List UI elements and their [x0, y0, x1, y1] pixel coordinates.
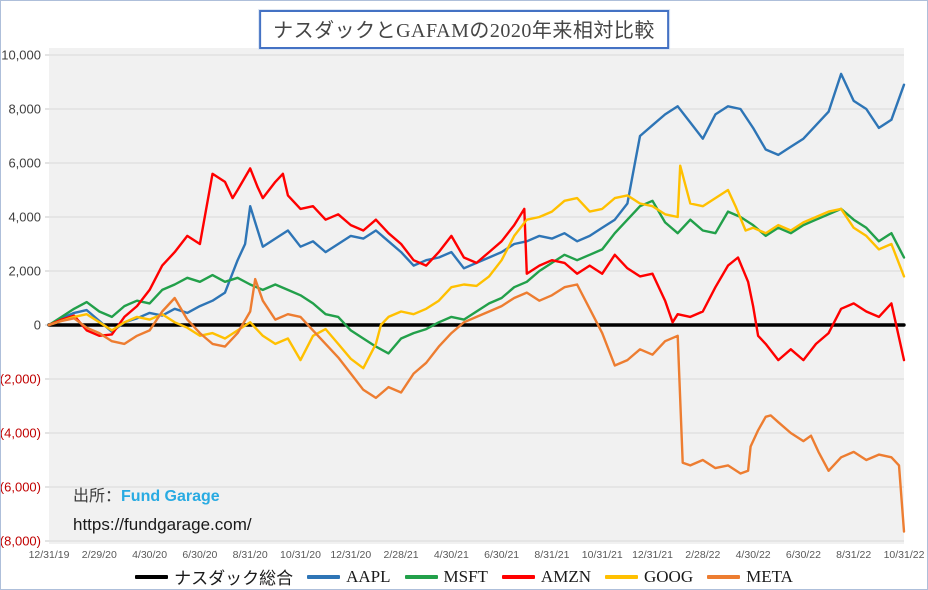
x-tick-label: 8/31/21 — [534, 549, 569, 561]
legend-item-meta: META — [707, 567, 793, 587]
y-tick-label: 6,000 — [8, 156, 41, 171]
x-tick-label: 2/28/22 — [685, 549, 720, 561]
x-tick-label: 12/31/19 — [29, 549, 70, 561]
y-tick-label: 8,000 — [8, 102, 41, 117]
x-tick-label: 2/29/20 — [82, 549, 117, 561]
legend-label-meta: META — [746, 566, 793, 586]
source-annotation: 出所：Fund Garage https://fundgarage.com/ — [73, 482, 252, 535]
x-tick-label: 8/31/22 — [836, 549, 871, 561]
y-tick-label: 2,000 — [8, 264, 41, 279]
legend-swatch-goog — [604, 574, 638, 579]
source-prefix-label: 出所： — [73, 488, 122, 505]
chart-legend: ナスダック総合 AAPL MSFT AMZN GOOG META — [1, 564, 927, 589]
x-tick-label: 4/30/21 — [434, 549, 469, 561]
legend-label-nasdaq: ナスダック総合 — [174, 569, 294, 588]
y-tick-label: (6,000) — [1, 480, 41, 495]
legend-swatch-aapl — [307, 574, 341, 579]
y-tick-label: 0 — [34, 318, 41, 333]
plot-background — [49, 48, 904, 544]
series-line-amzn — [47, 167, 906, 362]
x-tick-label: 4/30/22 — [736, 549, 771, 561]
legend-swatch-msft — [404, 574, 438, 579]
legend-label-aapl: AAPL — [346, 566, 391, 586]
y-tick-label: (4,000) — [1, 426, 41, 441]
source-name-label: Fund Garage — [121, 488, 220, 505]
x-tick-label: 6/30/20 — [182, 549, 217, 561]
x-tick-label: 10/31/20 — [280, 549, 321, 561]
legend-item-nasdaq: ナスダック総合 — [135, 564, 293, 589]
legend-swatch-meta — [707, 574, 741, 579]
legend-item-amzn: AMZN — [501, 566, 591, 587]
x-tick-label: 10/31/21 — [582, 549, 623, 561]
y-axis-labels: 10,000 8,000 6,000 4,000 2,000 0 (2,000) (4,000… — [1, 48, 41, 549]
chart-title: ナスダックとGAFAMの2020年来相対比較 — [273, 20, 655, 42]
legend-label-amzn: AMZN — [540, 566, 591, 586]
y-tick-label: 4,000 — [8, 210, 41, 225]
x-tick-label: 6/30/22 — [786, 549, 821, 561]
legend-item-goog: GOOG — [604, 566, 694, 587]
series-line-meta — [47, 277, 906, 533]
x-tick-label: 4/30/20 — [132, 549, 167, 561]
legend-label-msft: MSFT — [443, 566, 488, 586]
series-line-goog — [47, 164, 906, 370]
legend-item-aapl: AAPL — [307, 566, 391, 587]
chart-title-box: ナスダックとGAFAMの2020年来相対比較 — [259, 10, 669, 49]
series-line-aapl — [47, 72, 906, 333]
legend-label-goog: GOOG — [643, 566, 694, 586]
x-tick-label: 6/30/21 — [484, 549, 519, 561]
x-tick-label: 2/28/21 — [384, 549, 419, 561]
x-tick-label: 10/31/22 — [884, 549, 925, 561]
x-tick-label: 8/31/20 — [233, 549, 268, 561]
y-tick-label: 10,000 — [1, 48, 41, 63]
x-axis-labels: 12/31/19 2/29/20 4/30/20 6/30/20 8/31/20 10/3… — [29, 549, 925, 561]
y-tick-label: (2,000) — [1, 372, 41, 387]
x-tick-label: 12/31/20 — [330, 549, 371, 561]
legend-item-msft: MSFT — [404, 566, 488, 587]
source-url-text: https://fundgarage.com/ — [73, 515, 252, 534]
legend-swatch-nasdaq — [135, 574, 169, 579]
x-tick-label: 12/31/21 — [632, 549, 673, 561]
legend-swatch-amzn — [501, 574, 535, 579]
y-tick-label: (8,000) — [1, 534, 41, 549]
